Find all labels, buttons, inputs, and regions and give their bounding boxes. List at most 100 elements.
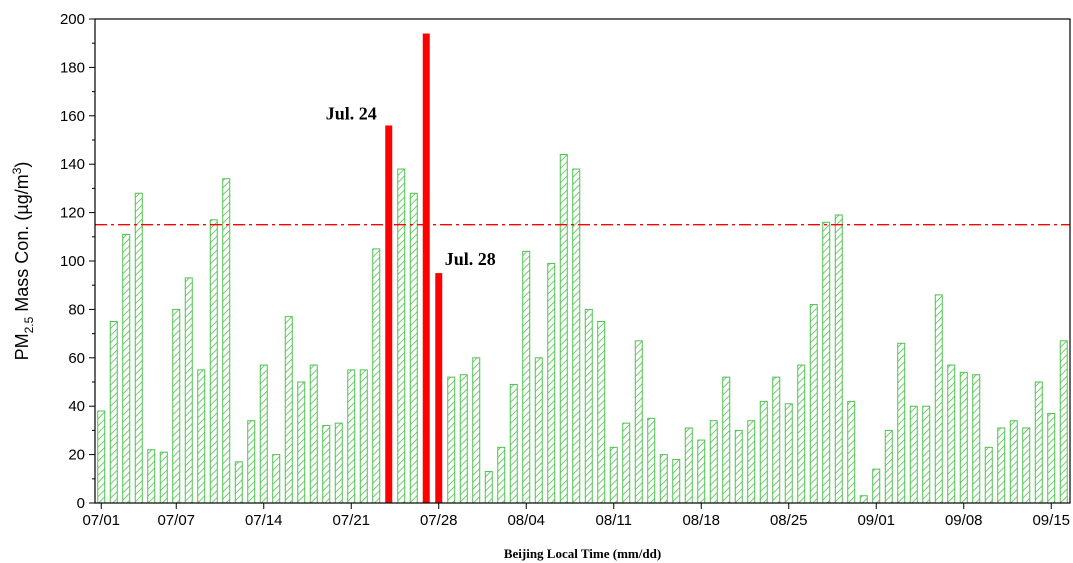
bar [209,219,218,504]
x-tick-label: 07/21 [332,512,370,529]
ylabel-mid: Mass Con. (µg/m [12,174,32,316]
y-tick-label: 40 [68,398,85,415]
bar [622,422,631,504]
bar [734,429,743,504]
bar [772,376,781,504]
bar [897,342,906,504]
bar [484,471,493,504]
bar [472,357,481,504]
y-tick-label: 0 [77,495,85,512]
y-tick-label: 20 [68,447,85,464]
bar [334,422,343,504]
bar [884,429,893,504]
annotation-label: Jul. 24 [326,103,377,123]
bar [397,168,406,504]
y-tick-label: 60 [68,350,85,367]
annotation-label: Jul. 28 [445,249,496,269]
bar [97,410,106,504]
bar [247,420,256,504]
bar [997,427,1006,504]
bar [672,458,681,504]
ylabel-pre: PM [12,333,32,360]
bar [184,277,193,504]
x-tick-label: 09/15 [1032,512,1070,529]
bar [972,374,981,504]
y-tick-label: 180 [60,59,85,76]
ylabel-sub: 2.5 [22,316,36,333]
bar [109,321,118,504]
bar [409,192,418,504]
bars-group [97,33,1068,504]
bar [634,340,643,504]
ylabel-post: ) [12,162,32,168]
x-tick-label: 07/28 [420,512,458,529]
plot-frame [94,18,1071,504]
bar [297,381,306,504]
bar [497,446,506,504]
bar [347,369,356,504]
bar [122,233,131,504]
y-axis: 0 20 40 60 80 100 120 140 160 180 200 [60,11,95,512]
x-axis: 07/01 07/07 07/14 07/21 07/28 08/04 08/11 08/18… [82,503,1070,529]
bar [259,364,268,504]
bar [134,192,143,504]
bar [822,221,831,504]
bar [372,248,381,504]
bar [284,316,293,504]
bar [509,383,518,504]
bar [547,262,556,504]
x-tick-label: 07/14 [245,512,283,529]
bar [872,468,881,504]
bar-highlight [422,33,430,504]
bar [272,454,281,504]
bar [784,403,793,504]
bar [534,357,543,504]
x-tick-label: 09/08 [945,512,983,529]
y-axis-label: PM2.5 Mass Con. (µg/m3) [10,162,36,361]
bar [909,405,918,504]
bar [759,400,768,504]
x-tick-label: 08/25 [770,512,808,529]
bar [1047,412,1056,504]
bar [659,454,668,504]
bar [447,376,456,504]
bar [197,369,206,504]
ylabel-sup: 3 [10,167,24,174]
bar [147,449,156,504]
bar [322,425,331,504]
bar [1034,381,1043,504]
bar [359,369,368,504]
bar [747,420,756,504]
bar [234,461,243,504]
bar [559,154,568,504]
bar [684,427,693,504]
x-tick-label: 07/07 [157,512,195,529]
y-tick-label: 200 [60,11,85,28]
bar [959,371,968,504]
bar [1059,340,1068,504]
bar [609,446,618,504]
y-tick-label: 120 [60,205,85,222]
bar [922,405,931,504]
bar [572,168,581,504]
bar [584,308,593,504]
bar-highlight [385,125,393,503]
x-tick-label: 08/18 [682,512,720,529]
bar [522,250,531,504]
x-tick-label: 08/04 [507,512,545,529]
bar [159,451,168,504]
bar [697,439,706,504]
bar [947,364,956,504]
bar [172,308,181,504]
bar [1009,420,1018,504]
bar [934,294,943,504]
bar [459,374,468,504]
y-tick-label: 140 [60,156,85,173]
bar [597,321,606,504]
bar [709,420,718,504]
x-tick-label: 09/01 [857,512,895,529]
bar-highlight [435,273,443,503]
bar [859,495,868,504]
